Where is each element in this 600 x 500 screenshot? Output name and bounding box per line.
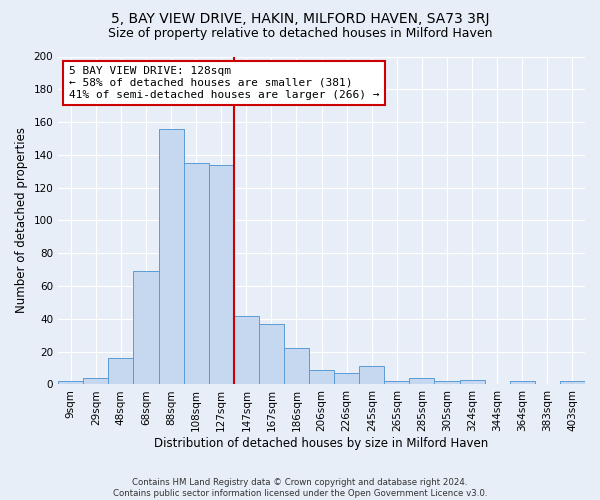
Y-axis label: Number of detached properties: Number of detached properties xyxy=(15,128,28,314)
Bar xyxy=(409,378,434,384)
Text: 5 BAY VIEW DRIVE: 128sqm
← 58% of detached houses are smaller (381)
41% of semi-: 5 BAY VIEW DRIVE: 128sqm ← 58% of detach… xyxy=(69,66,379,100)
Text: 5, BAY VIEW DRIVE, HAKIN, MILFORD HAVEN, SA73 3RJ: 5, BAY VIEW DRIVE, HAKIN, MILFORD HAVEN,… xyxy=(111,12,489,26)
Bar xyxy=(109,358,133,384)
Bar xyxy=(385,381,409,384)
Bar xyxy=(83,378,109,384)
X-axis label: Distribution of detached houses by size in Milford Haven: Distribution of detached houses by size … xyxy=(154,437,489,450)
Bar xyxy=(58,381,83,384)
Text: Size of property relative to detached houses in Milford Haven: Size of property relative to detached ho… xyxy=(108,28,492,40)
Bar xyxy=(133,272,158,384)
Bar xyxy=(158,128,184,384)
Bar xyxy=(309,370,334,384)
Bar xyxy=(434,381,460,384)
Bar xyxy=(259,324,284,384)
Bar xyxy=(359,366,385,384)
Bar xyxy=(184,163,209,384)
Bar xyxy=(209,164,234,384)
Bar xyxy=(334,373,359,384)
Bar xyxy=(510,381,535,384)
Bar xyxy=(234,316,259,384)
Bar xyxy=(560,381,585,384)
Bar xyxy=(460,380,485,384)
Bar xyxy=(284,348,309,384)
Text: Contains HM Land Registry data © Crown copyright and database right 2024.
Contai: Contains HM Land Registry data © Crown c… xyxy=(113,478,487,498)
